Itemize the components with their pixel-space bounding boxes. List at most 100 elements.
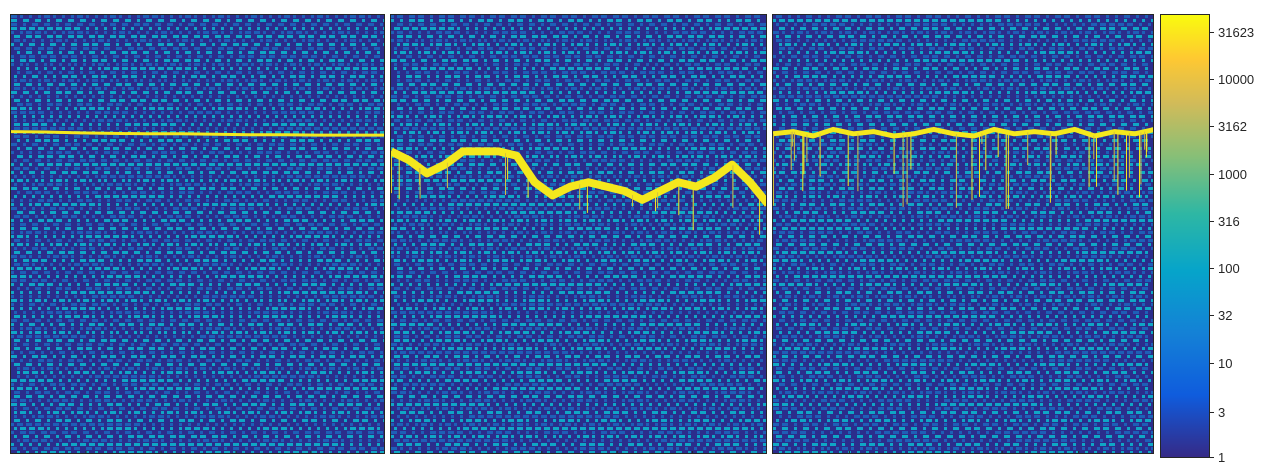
fringe-row	[394, 159, 766, 162]
fringe-row	[776, 103, 1153, 106]
fringe-row	[773, 375, 1148, 378]
fringe-row	[11, 291, 384, 294]
fringe-row	[11, 231, 383, 234]
fringe-row	[773, 255, 1148, 258]
fringe-row	[394, 439, 766, 442]
fringe-row	[394, 259, 763, 262]
fringe-row	[397, 443, 766, 446]
fringe-row	[397, 75, 763, 78]
fringe-row	[773, 123, 1148, 126]
fringe-row	[397, 103, 766, 106]
fringe-row	[391, 251, 766, 254]
colorbar	[1160, 14, 1210, 458]
fringe-row	[11, 15, 380, 18]
fringe-row	[391, 371, 766, 374]
fringe-row	[776, 35, 1153, 38]
fringe-row	[11, 219, 383, 222]
fringe-row	[14, 135, 384, 138]
fringe-row	[11, 227, 383, 230]
fringe-row	[391, 99, 766, 102]
fringe-row	[17, 375, 383, 378]
fringe-row	[773, 339, 1148, 342]
fringe-row	[776, 211, 1151, 214]
fringe-row	[391, 175, 766, 178]
fringe-row	[779, 235, 1151, 238]
fringe-row	[773, 343, 1153, 346]
fringe-row	[773, 263, 1153, 266]
fringe-row	[773, 207, 1153, 210]
fringe-row	[391, 31, 763, 34]
fringe-row	[394, 367, 763, 370]
fringe-row	[14, 215, 380, 218]
fringe-row	[394, 363, 766, 366]
fringe-row	[397, 79, 766, 82]
heatmap-right-svg	[773, 15, 1153, 453]
fringe-row	[391, 343, 763, 346]
fringe-row	[394, 127, 766, 130]
fringe-row	[773, 431, 1153, 434]
fringe-row	[779, 451, 1151, 453]
fringe-row	[773, 79, 1151, 82]
fringe-row	[773, 355, 1153, 358]
colorbar-tick-mark	[1210, 126, 1214, 128]
fringe-row	[11, 207, 384, 210]
fringe-row	[773, 219, 1153, 222]
colorbar-tick: 1000	[1210, 166, 1270, 182]
colorbar-tick: 10	[1210, 356, 1270, 371]
fringe-row	[11, 323, 383, 326]
fringe-row	[779, 319, 1153, 322]
colorbar-tick: 31623	[1210, 25, 1270, 40]
fringe-row	[11, 403, 380, 406]
colorbar-tick-label: 1000	[1218, 166, 1247, 182]
fringe-row	[397, 71, 766, 74]
fringe-row	[391, 123, 766, 126]
fringe-row	[14, 407, 380, 410]
fringe-row	[776, 323, 1153, 326]
fringe-row	[11, 63, 383, 66]
fringe-row	[14, 75, 383, 78]
fringe-row	[391, 403, 766, 406]
colorbar-tick-label: 100	[1218, 261, 1240, 277]
fringe-row	[11, 383, 383, 386]
fringe-row	[17, 147, 383, 150]
colorbar-tick: 32	[1210, 308, 1270, 323]
fringe-row	[391, 311, 763, 314]
fringe-row	[11, 359, 384, 362]
fringe-row	[14, 263, 380, 266]
fringe-row	[397, 83, 766, 86]
fringe-row	[11, 235, 380, 238]
fringe-row	[391, 255, 766, 258]
ridge-line	[11, 130, 384, 137]
fringe-row	[14, 391, 380, 394]
fringe-row	[391, 227, 766, 230]
fringe-row	[391, 111, 766, 114]
fringe-row	[11, 95, 383, 98]
fringe-row	[779, 179, 1153, 182]
fringe-row	[11, 171, 383, 174]
fringe-row	[776, 15, 1148, 18]
colorbar-tick-mark	[1210, 220, 1214, 222]
fringe-row	[11, 163, 384, 166]
fringe-row	[773, 299, 1153, 302]
fringe-row	[14, 427, 380, 430]
heatmap-left-svg	[11, 15, 384, 453]
fringe-row	[397, 23, 766, 26]
fringe-row	[773, 199, 1153, 202]
fringe-row	[394, 355, 766, 358]
fringe-row	[779, 187, 1153, 190]
fringe-row	[776, 335, 1148, 338]
fringe-row	[397, 395, 763, 398]
fringe-row	[11, 151, 384, 154]
fringe-row	[11, 59, 384, 62]
fringe-row	[14, 35, 384, 38]
fringe-row	[394, 351, 763, 354]
fringe-row	[773, 403, 1151, 406]
fringe-row	[776, 411, 1151, 414]
fringe-row	[391, 379, 766, 382]
colorbar-tick-mark	[1210, 362, 1214, 364]
fringe-row	[14, 435, 383, 438]
heatmap-panel-center	[390, 14, 767, 454]
fringe-row	[391, 327, 766, 330]
fringe-row	[779, 47, 1153, 50]
fringe-row	[11, 223, 380, 226]
